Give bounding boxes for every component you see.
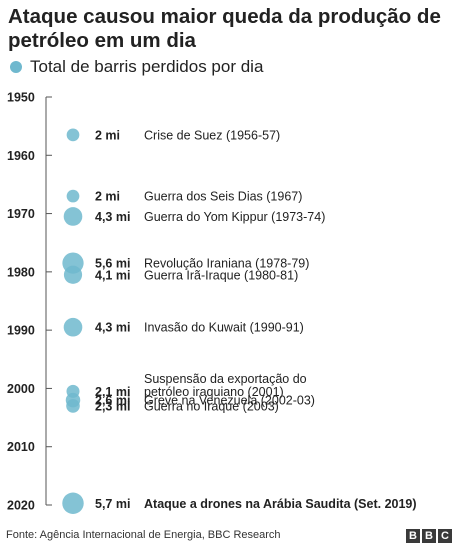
data-bubble: [66, 189, 80, 203]
bbc-logo-letter: B: [406, 529, 420, 543]
value-label: 5,7 mi: [95, 497, 130, 511]
value-label: 2,1 mi: [95, 385, 130, 399]
data-bubble: [66, 399, 80, 413]
y-tick-label: 1990: [7, 324, 35, 338]
y-tick-label: 1970: [7, 207, 35, 221]
event-label: Guerra do Yom Kippur (1973-74): [144, 210, 325, 224]
event-label: Guerra no Iraque (2003): [144, 399, 279, 413]
y-tick-label: 1960: [7, 149, 35, 163]
value-label: 4,3 mi: [95, 321, 130, 335]
value-label: 4,1 mi: [95, 268, 130, 282]
event-label: Guerra dos Seis Dias (1967): [144, 190, 302, 204]
data-bubble: [63, 207, 83, 226]
bbc-logo-letter: C: [438, 529, 452, 543]
data-bubble: [62, 492, 84, 514]
bbc-logo: B B C: [406, 529, 452, 543]
event-label-line: Suspensão da exportação do: [144, 372, 307, 386]
event-label-line: petróleo iraquiano (2001): [144, 385, 284, 399]
y-tick-label: 2010: [7, 440, 35, 454]
value-label: 2,3 mi: [95, 399, 130, 413]
value-label: 2 mi: [95, 190, 120, 204]
data-bubble: [63, 317, 83, 337]
timeline-chart: 1950 1960 1970 1980 1990 2000 2010 2020 2 mi Cri…: [7, 91, 417, 514]
event-label: Ataque a drones na Arábia Saudita (Set. …: [144, 497, 417, 511]
value-label: 2 mi: [95, 128, 120, 142]
y-tick-label: 1950: [7, 91, 35, 105]
value-label: 2,6 mi: [95, 394, 130, 408]
y-tick-label: 2020: [7, 499, 35, 513]
bbc-logo-letter: B: [422, 529, 436, 543]
legend: Total de barris perdidos por dia: [10, 57, 263, 77]
legend-label: Total de barris perdidos por dia: [30, 57, 264, 76]
legend-bubble-icon: [10, 61, 22, 73]
y-tick-label: 1980: [7, 265, 35, 279]
event-label: Invasão do Kuwait (1990-91): [144, 321, 304, 335]
value-label: 5,6 mi: [95, 257, 130, 271]
data-bubble: [63, 265, 83, 284]
source-note: Fonte: Agência Internacional de Energia,…: [6, 529, 281, 541]
event-label: Suspensão da exportação do petróleo iraqu…: [144, 372, 307, 399]
y-tick-label: 2000: [7, 382, 35, 396]
chart-title: Ataque causou maior queda da produção de…: [8, 5, 441, 52]
data-bubble: [66, 128, 80, 142]
event-label: Guerra Irã-Iraque (1980-81): [144, 268, 298, 282]
event-label: Crise de Suez (1956-57): [144, 128, 280, 142]
event-label: Greve na Venezuela (2002-03): [144, 394, 315, 408]
value-label: 4,3 mi: [95, 210, 130, 224]
event-label: Revolução Iraniana (1978-79): [144, 257, 309, 271]
